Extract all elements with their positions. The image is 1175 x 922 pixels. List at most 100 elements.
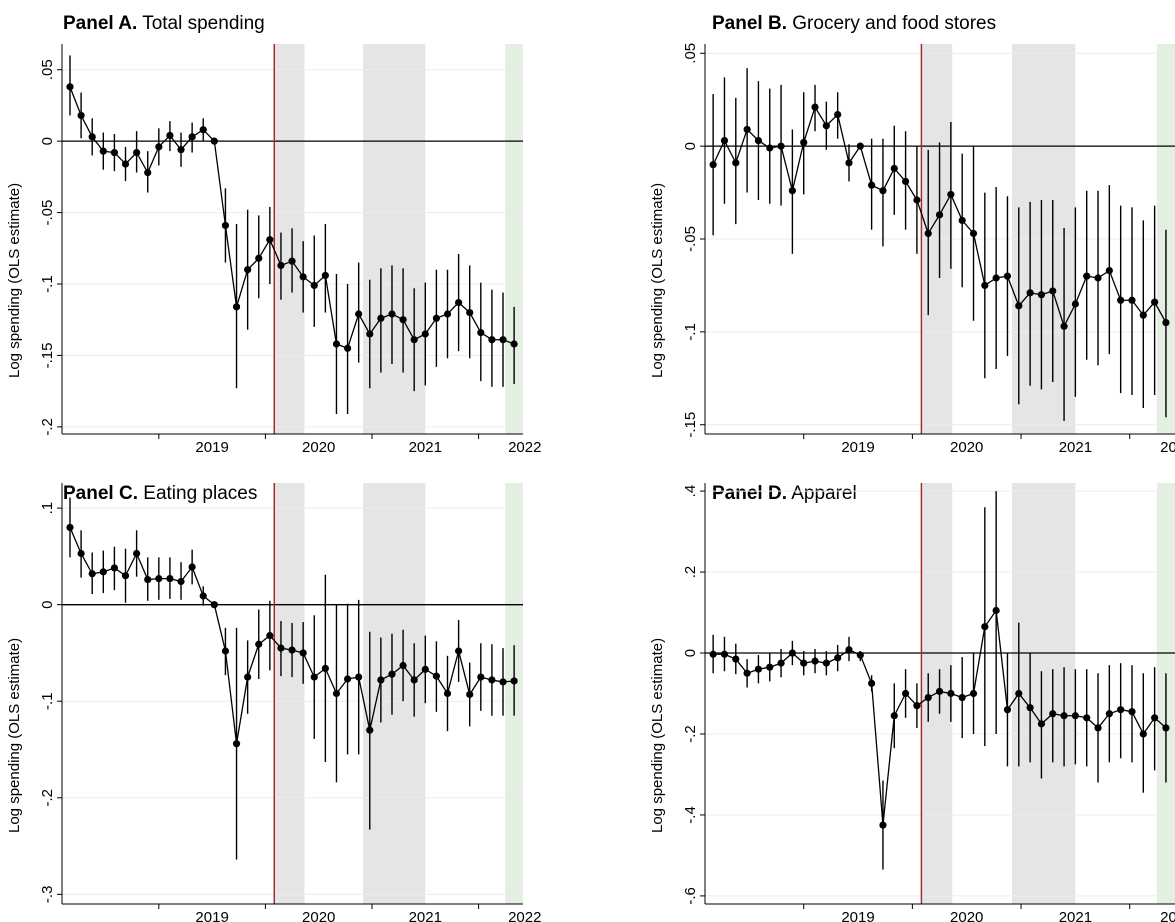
x-tick-label: 2019 (841, 909, 874, 922)
panel-title-text: Apparel (791, 483, 857, 504)
panel-d: Panel D. Apparel Log spending (OLS estim… (587, 461, 1175, 922)
data-point (743, 125, 751, 134)
y-tick-label: -.3 (39, 886, 56, 904)
data-point (277, 644, 285, 652)
data-point (754, 665, 763, 673)
data-point (466, 690, 474, 699)
panel-title-text: Grocery and food stores (792, 13, 997, 34)
data-point (992, 274, 1000, 282)
panel-label: Panel B. (712, 13, 787, 34)
panel-title-text: Eating places (143, 483, 258, 504)
data-point (754, 136, 763, 145)
data-point (834, 654, 842, 662)
data-point (244, 266, 252, 274)
data-point (834, 110, 842, 119)
data-point (488, 676, 496, 684)
data-point (981, 281, 989, 290)
data-point (399, 661, 407, 670)
data-point (811, 103, 819, 111)
data-point (277, 261, 285, 270)
data-point (266, 631, 274, 640)
y-tick-label: 0 (39, 600, 56, 608)
data-point (913, 196, 921, 204)
data-point (443, 689, 452, 698)
y-tick-label: 0 (682, 649, 699, 657)
data-point (388, 310, 396, 318)
data-point (299, 273, 307, 281)
data-point (210, 601, 218, 609)
data-point (499, 678, 507, 686)
data-point (800, 659, 808, 667)
data-point (1151, 298, 1159, 306)
data-point (1026, 704, 1034, 712)
data-point (924, 229, 932, 238)
data-point (410, 336, 418, 344)
panel-title: Panel C. Eating places (63, 483, 257, 505)
data-point (388, 670, 396, 678)
data-point (868, 181, 876, 189)
data-point (856, 142, 864, 150)
data-point (1162, 318, 1170, 327)
data-point (1049, 710, 1057, 718)
data-point (1003, 706, 1012, 714)
data-point (288, 257, 296, 265)
data-point (1037, 720, 1046, 728)
data-point (321, 664, 329, 672)
y-tick-label: .05 (39, 59, 56, 80)
data-point (110, 564, 119, 572)
data-point (992, 606, 1000, 615)
panel-label: Panel D. (712, 483, 787, 504)
y-tick-label: -.1 (39, 692, 56, 710)
y-tick-label: -.2 (39, 418, 56, 436)
data-point (777, 142, 785, 150)
panel-title: Panel A. Total spending (63, 13, 265, 35)
panel-b: Panel B. Grocery and food stores Log spe… (587, 0, 1175, 461)
data-point (366, 330, 374, 338)
data-point (199, 592, 207, 600)
y-tick-label: -.2 (682, 725, 699, 743)
data-point (343, 344, 352, 352)
data-point (1071, 712, 1079, 720)
data-point (1003, 272, 1012, 280)
data-point (332, 689, 341, 698)
x-tick-label: 2022 (1160, 439, 1175, 456)
data-point (856, 651, 864, 659)
panel-title: Panel B. Grocery and food stores (712, 13, 996, 35)
data-point (732, 655, 740, 663)
data-point (981, 623, 989, 631)
y-tick-label: -.6 (682, 887, 699, 905)
x-tick-label: 2022 (508, 439, 541, 456)
data-point (121, 572, 130, 580)
data-point (958, 693, 966, 702)
data-point (255, 640, 263, 648)
data-point (155, 143, 163, 151)
data-point (255, 254, 263, 262)
data-point (310, 673, 318, 681)
data-point (188, 563, 196, 571)
data-point (133, 148, 141, 157)
data-point (477, 328, 485, 337)
data-point (66, 523, 74, 532)
data-point (969, 229, 978, 238)
data-point (1094, 274, 1102, 282)
data-point (879, 821, 887, 829)
data-point (947, 689, 955, 698)
data-point (110, 148, 119, 157)
data-point (155, 574, 163, 583)
data-point (901, 689, 910, 698)
panel-title-text: Total spending (142, 13, 265, 34)
data-point (845, 646, 853, 654)
data-point (66, 83, 74, 91)
data-point (177, 577, 185, 586)
data-point (299, 649, 307, 657)
data-point (99, 147, 107, 155)
data-point (321, 271, 329, 280)
data-point (720, 136, 729, 145)
data-point (144, 168, 152, 177)
plot-area: -.2 -.15 -.1 -.05 0 .05 2019 2020 2021 2022 (39, 44, 541, 456)
x-tick-label: 2022 (1160, 909, 1175, 922)
data-point (221, 221, 230, 230)
x-tick-label: 2021 (1059, 909, 1092, 922)
data-point (432, 672, 440, 680)
data-point (788, 187, 796, 195)
